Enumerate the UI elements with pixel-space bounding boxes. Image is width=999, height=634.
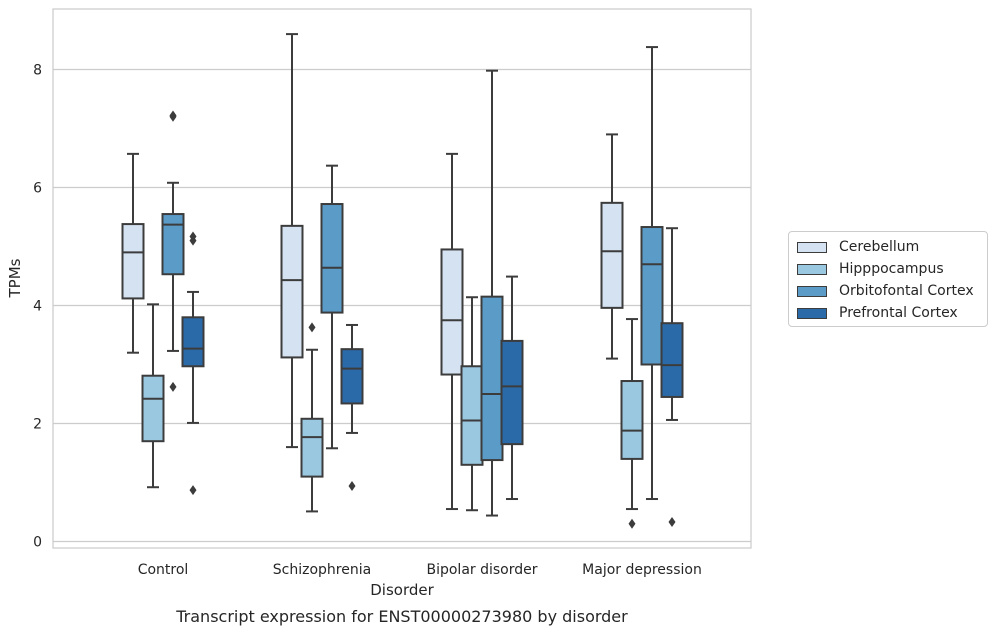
y-tick-label: 0 xyxy=(33,535,42,551)
box-iqr xyxy=(440,248,464,376)
outlier-point xyxy=(308,322,316,333)
outlier-point xyxy=(169,111,177,122)
x-tick-label: Control xyxy=(138,562,189,578)
legend-swatch xyxy=(797,263,827,275)
box-iqr xyxy=(480,295,504,462)
x-tick-label: Bipolar disorder xyxy=(426,562,537,578)
box-iqr xyxy=(500,339,524,446)
box-hipppocampus xyxy=(460,296,484,512)
box-iqr xyxy=(640,226,664,366)
legend-label: Cerebellum xyxy=(839,239,920,255)
outlier-point xyxy=(628,518,636,529)
box-orbitofontal-cortex xyxy=(161,110,185,392)
legend-item: Prefrontal Cortex xyxy=(797,302,979,324)
box-groups xyxy=(121,33,684,529)
box-iqr xyxy=(280,224,304,359)
y-tick-label: 4 xyxy=(33,299,42,315)
outlier-point xyxy=(169,381,177,392)
legend-label: Hipppocampus xyxy=(839,261,944,277)
box-iqr xyxy=(300,417,324,478)
box-hipppocampus xyxy=(620,318,644,529)
box-iqr xyxy=(600,201,624,309)
legend-item: Orbitofontal Cortex xyxy=(797,280,979,302)
box-iqr xyxy=(620,380,644,460)
box-iqr xyxy=(141,374,165,443)
y-tick-labels: 0 2 4 6 8 xyxy=(33,63,42,551)
outlier-point xyxy=(189,485,197,496)
box-iqr xyxy=(181,316,205,368)
x-tick-label: Major depression xyxy=(582,562,702,578)
y-axis-label: TPMs xyxy=(6,258,24,298)
box-cerebellum xyxy=(280,33,304,449)
x-axis-label: Disorder xyxy=(370,581,434,599)
box-iqr xyxy=(460,365,484,466)
box-cerebellum xyxy=(440,152,464,511)
box-prefrontal-cortex xyxy=(660,227,684,528)
box-iqr xyxy=(660,322,684,398)
box-orbitofontal-cortex xyxy=(480,69,504,517)
box-prefrontal-cortex xyxy=(181,231,205,496)
legend: Cerebellum Hipppocampus Orbitofontal Corte… xyxy=(788,231,988,327)
y-tick-label: 2 xyxy=(33,417,42,433)
chart-title: Transcript expression for ENST0000027398… xyxy=(175,607,628,626)
box-hipppocampus xyxy=(141,303,165,489)
box-iqr xyxy=(320,203,344,314)
y-tick-label: 6 xyxy=(33,181,42,197)
legend-swatch xyxy=(797,285,827,297)
box-iqr xyxy=(121,223,145,300)
legend-label: Prefrontal Cortex xyxy=(839,305,958,321)
legend-swatch xyxy=(797,241,827,253)
outlier-point xyxy=(668,517,676,528)
legend-label: Orbitofontal Cortex xyxy=(839,283,974,299)
box-iqr xyxy=(161,213,185,276)
box-cerebellum xyxy=(600,133,624,360)
box-orbitofontal-cortex xyxy=(320,164,344,450)
outlier-point xyxy=(189,235,197,246)
legend-item: Cerebellum xyxy=(797,236,979,258)
legend-swatch xyxy=(797,307,827,319)
box-prefrontal-cortex xyxy=(340,323,364,492)
box-hipppocampus xyxy=(300,322,324,513)
y-tick-label: 8 xyxy=(33,63,42,79)
x-tick-labels: Control Schizophrenia Bipolar disorder Majo… xyxy=(138,562,702,578)
box-orbitofontal-cortex xyxy=(640,46,664,501)
legend-item: Hipppocampus xyxy=(797,258,979,280)
x-tick-label: Schizophrenia xyxy=(273,562,371,578)
box-cerebellum xyxy=(121,152,145,354)
outlier-point xyxy=(348,481,356,492)
box-prefrontal-cortex xyxy=(500,275,524,501)
plot-frame xyxy=(52,8,752,549)
box-iqr xyxy=(340,348,364,405)
